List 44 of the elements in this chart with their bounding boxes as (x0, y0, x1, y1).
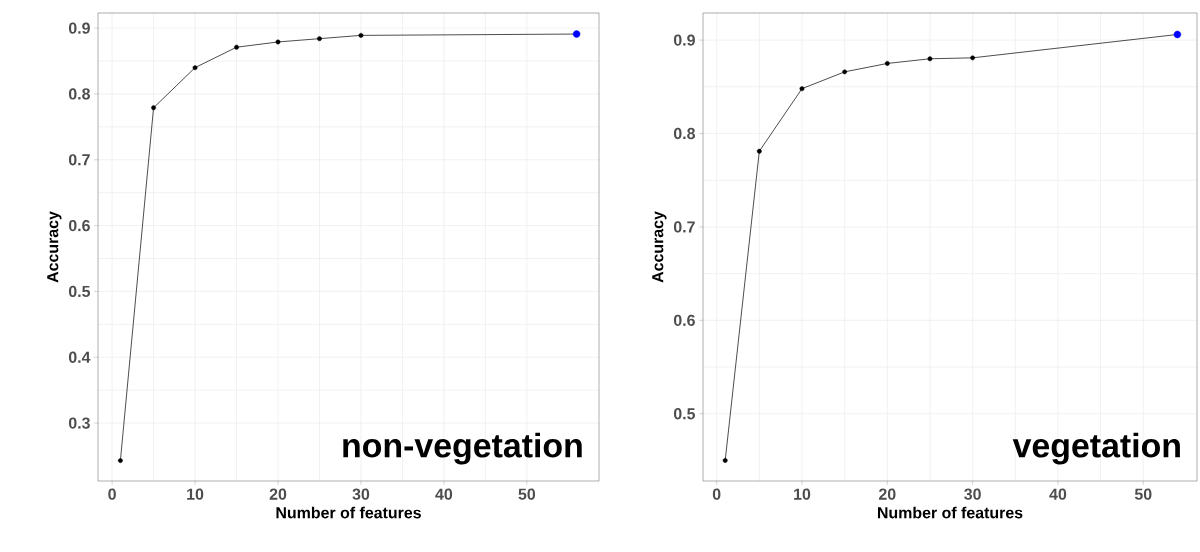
x-tick-label: 0 (712, 488, 721, 500)
y-tick-label: 0.6 (673, 314, 695, 326)
point (358, 32, 364, 38)
y-tick-label: 0.9 (673, 34, 695, 46)
y-axis-title: Accuracy (47, 211, 62, 283)
y-tick-label: 0.3 (68, 417, 90, 429)
annotation: non-vegetation (343, 432, 582, 465)
point (151, 105, 156, 111)
x-tick-label: 10 (187, 488, 204, 500)
point (118, 458, 123, 463)
point (927, 56, 933, 62)
x-tick-label: 10 (794, 488, 811, 500)
x-tick-label: 30 (352, 488, 370, 500)
y-tick-label: 0.4 (68, 351, 91, 363)
y-tick-label: 0.5 (673, 408, 696, 420)
x-tick-label: 30 (964, 488, 981, 500)
point (275, 39, 281, 45)
x-tick-label: 40 (1049, 488, 1067, 500)
y-tick-label: 0.7 (673, 221, 695, 233)
point (722, 458, 728, 463)
point (970, 55, 976, 61)
point (192, 65, 198, 71)
x-tick-label: 40 (435, 488, 453, 500)
y-axis-title: Accuracy (652, 211, 667, 283)
y-tick-label: 0.9 (68, 22, 90, 34)
x-tick-label: 50 (518, 488, 536, 500)
x-tick-label: 20 (878, 488, 896, 500)
x-axis-title: Number of features (878, 506, 1023, 519)
point (842, 69, 848, 75)
y-tick-label: 0.6 (68, 219, 90, 232)
x-tick-label: 50 (1134, 488, 1152, 500)
point (234, 44, 239, 50)
point (756, 148, 762, 154)
y-tick-label: 0.5 (68, 285, 91, 298)
point (799, 86, 805, 92)
y-tick-label: 0.8 (68, 88, 90, 100)
x-tick-label: 20 (269, 488, 287, 500)
y-tick-label: 0.7 (68, 154, 90, 166)
point (884, 61, 890, 66)
point (317, 36, 322, 42)
y-tick-label: 0.8 (673, 127, 695, 140)
x-tick-label: 0 (108, 488, 116, 500)
x-axis-title: Number of features (276, 506, 421, 519)
annotation: vegetation (1012, 432, 1180, 465)
